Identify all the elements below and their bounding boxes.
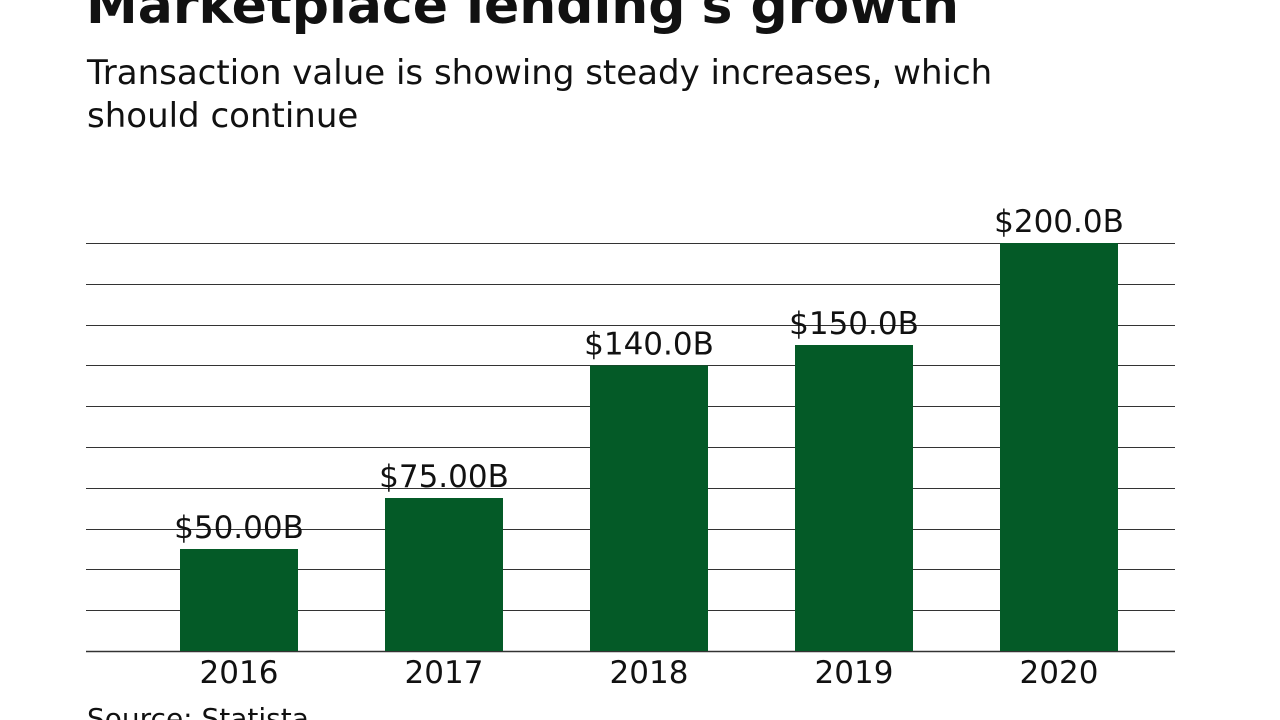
x-tick-label-2019: 2019: [815, 655, 894, 691]
chart-title: Marketplace lending's growth: [86, 0, 960, 36]
bar-2020: [1000, 243, 1118, 651]
value-label-2020: $200.0B: [994, 204, 1124, 240]
x-tick-labels: 2016 2017 2018 2019 2020: [200, 655, 1099, 691]
value-label-2018: $140.0B: [584, 326, 714, 362]
bars: [180, 243, 1118, 651]
x-tick-label-2018: 2018: [610, 655, 689, 691]
bar-2018: [590, 365, 708, 651]
bar-2017: [385, 498, 503, 651]
value-labels: $50.00B $75.00B $140.0B $150.0B $200.0B: [174, 204, 1124, 546]
bar-2019: [795, 345, 913, 651]
source-note: Source: Statista: [87, 702, 309, 720]
bar-2016: [180, 549, 298, 651]
x-tick-label-2020: 2020: [1020, 655, 1099, 691]
value-label-2017: $75.00B: [379, 459, 509, 495]
value-label-2019: $150.0B: [789, 306, 919, 342]
value-label-2016: $50.00B: [174, 510, 304, 546]
x-tick-label-2016: 2016: [200, 655, 279, 691]
x-tick-label-2017: 2017: [405, 655, 484, 691]
chart-subtitle: Transaction value is showing steady incr…: [87, 53, 993, 136]
